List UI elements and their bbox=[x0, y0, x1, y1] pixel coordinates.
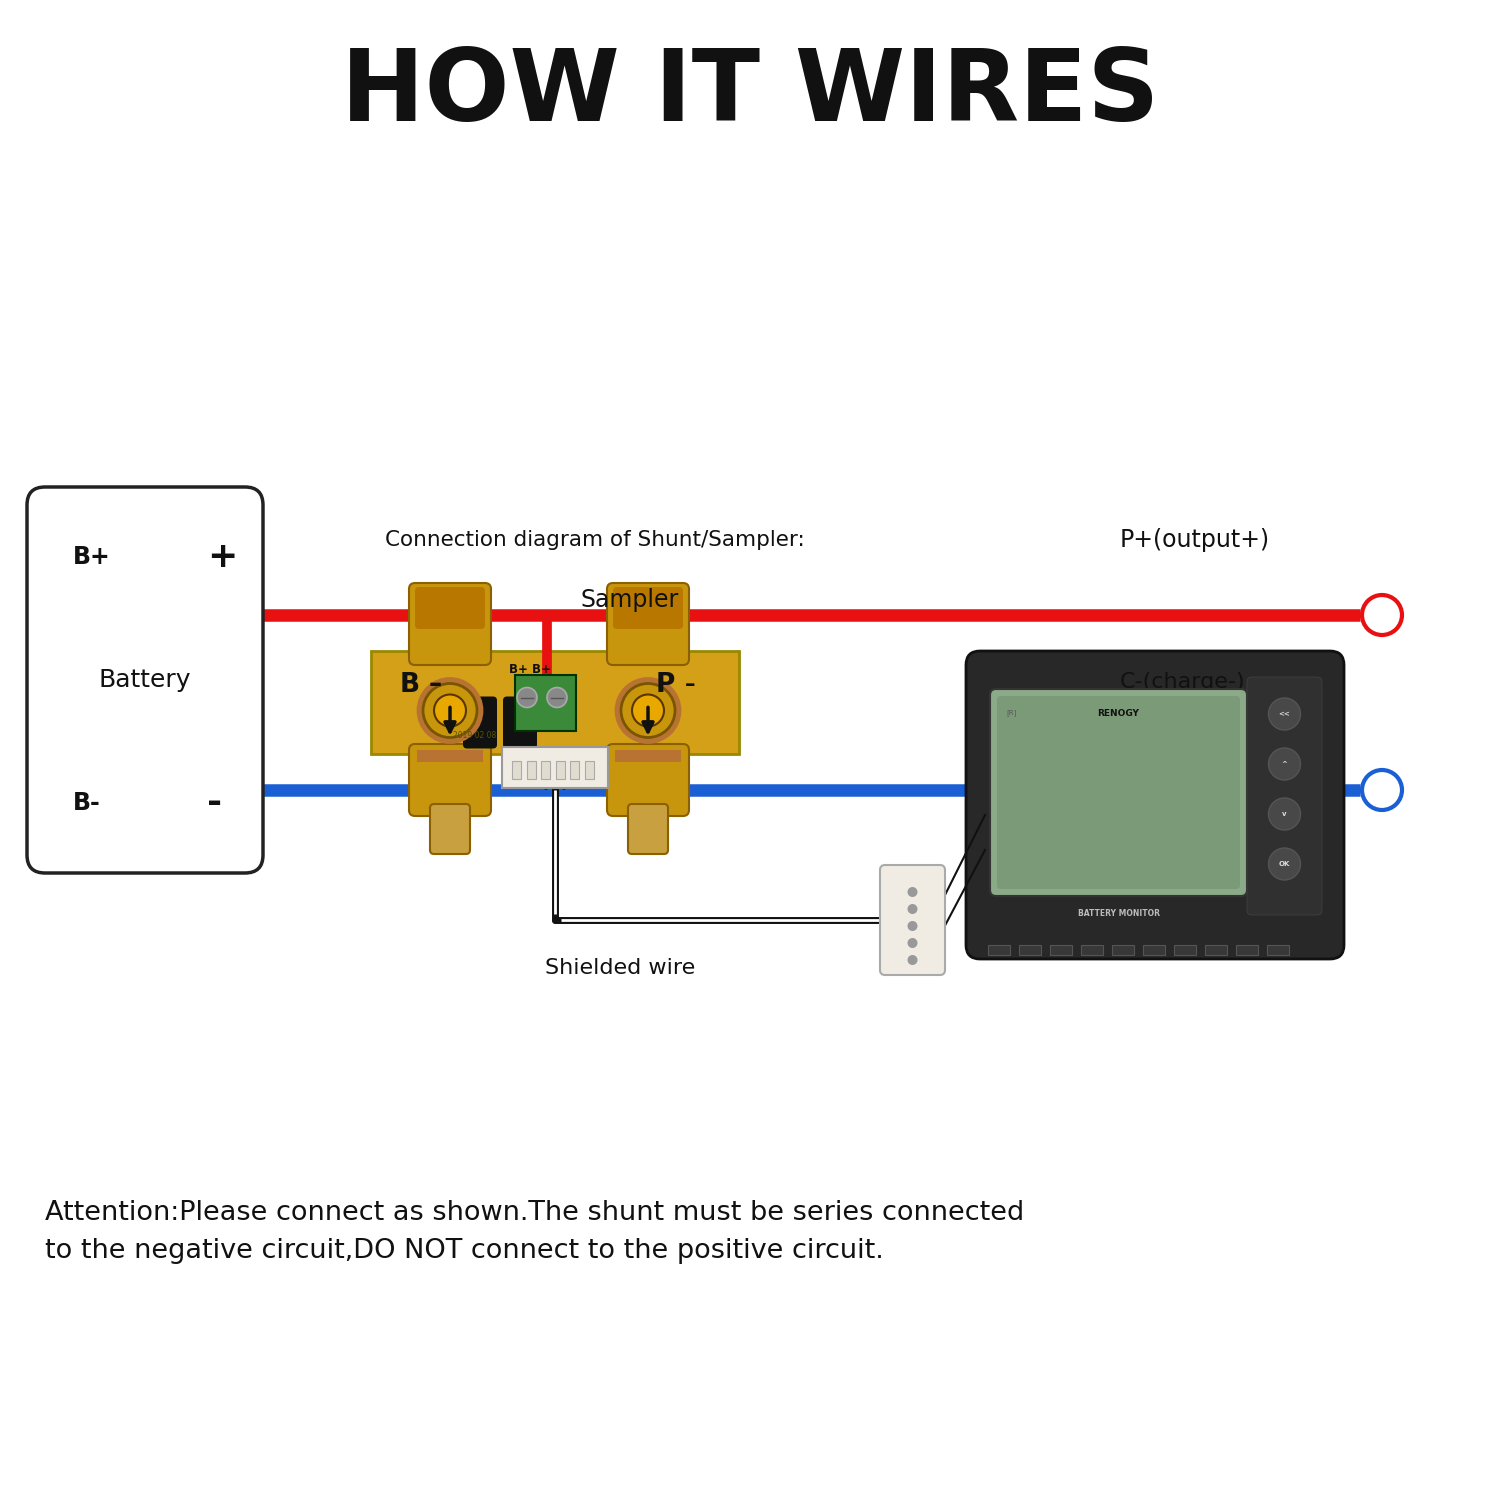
FancyBboxPatch shape bbox=[526, 760, 536, 778]
Circle shape bbox=[908, 938, 918, 948]
Text: [R]: [R] bbox=[1007, 710, 1016, 717]
Circle shape bbox=[1269, 698, 1300, 730]
FancyBboxPatch shape bbox=[1082, 945, 1102, 956]
Text: <<: << bbox=[1278, 711, 1290, 717]
FancyBboxPatch shape bbox=[1236, 945, 1258, 956]
FancyBboxPatch shape bbox=[1174, 945, 1196, 956]
Text: P+(output+): P+(output+) bbox=[1120, 528, 1270, 552]
Text: RENOGY: RENOGY bbox=[1098, 708, 1140, 717]
FancyBboxPatch shape bbox=[503, 696, 537, 748]
FancyBboxPatch shape bbox=[27, 488, 262, 873]
FancyBboxPatch shape bbox=[417, 750, 483, 762]
Text: C-(charge-): C-(charge-) bbox=[1120, 672, 1245, 692]
Circle shape bbox=[632, 694, 664, 726]
FancyBboxPatch shape bbox=[1204, 945, 1227, 956]
FancyBboxPatch shape bbox=[628, 804, 668, 853]
Circle shape bbox=[1269, 847, 1300, 880]
FancyBboxPatch shape bbox=[585, 760, 594, 778]
Text: OK: OK bbox=[1280, 861, 1290, 867]
Text: -: - bbox=[207, 786, 222, 820]
FancyBboxPatch shape bbox=[1050, 945, 1072, 956]
Text: Shielded wire: Shielded wire bbox=[544, 958, 694, 978]
Circle shape bbox=[1269, 798, 1300, 830]
Circle shape bbox=[518, 687, 537, 708]
Circle shape bbox=[616, 678, 680, 742]
Circle shape bbox=[621, 684, 675, 738]
Text: B+ B+: B+ B+ bbox=[509, 663, 550, 676]
FancyBboxPatch shape bbox=[608, 584, 688, 664]
FancyBboxPatch shape bbox=[1143, 945, 1166, 956]
Text: HOW IT WIRES: HOW IT WIRES bbox=[340, 45, 1160, 142]
Circle shape bbox=[1362, 596, 1402, 634]
FancyBboxPatch shape bbox=[1019, 945, 1041, 956]
Text: B: B bbox=[400, 672, 420, 698]
FancyBboxPatch shape bbox=[464, 696, 496, 748]
Circle shape bbox=[1269, 748, 1300, 780]
FancyBboxPatch shape bbox=[998, 696, 1240, 889]
FancyBboxPatch shape bbox=[988, 945, 1010, 956]
Text: +: + bbox=[207, 540, 237, 574]
FancyBboxPatch shape bbox=[1112, 945, 1134, 956]
Circle shape bbox=[908, 921, 918, 932]
Circle shape bbox=[908, 956, 918, 964]
FancyBboxPatch shape bbox=[1246, 676, 1322, 915]
FancyBboxPatch shape bbox=[555, 760, 564, 778]
Circle shape bbox=[419, 678, 482, 742]
Text: 2019 02 08: 2019 02 08 bbox=[453, 730, 497, 740]
Text: BATTERY MONITOR: BATTERY MONITOR bbox=[1077, 909, 1160, 918]
Text: Sampler: Sampler bbox=[580, 588, 680, 612]
FancyBboxPatch shape bbox=[614, 586, 682, 628]
Circle shape bbox=[433, 694, 466, 726]
Text: ^: ^ bbox=[1281, 760, 1287, 766]
Text: P: P bbox=[656, 672, 675, 698]
FancyBboxPatch shape bbox=[880, 865, 945, 975]
FancyBboxPatch shape bbox=[416, 586, 484, 628]
FancyBboxPatch shape bbox=[990, 688, 1246, 896]
Text: Battery: Battery bbox=[99, 668, 192, 692]
Text: P-(output- ): P-(output- ) bbox=[1120, 722, 1246, 742]
Text: v: v bbox=[1282, 812, 1287, 818]
FancyBboxPatch shape bbox=[370, 651, 740, 754]
FancyBboxPatch shape bbox=[542, 760, 550, 778]
FancyBboxPatch shape bbox=[514, 675, 576, 730]
Text: –: – bbox=[429, 672, 441, 698]
Circle shape bbox=[908, 886, 918, 897]
Circle shape bbox=[1362, 770, 1402, 810]
Text: Attention:Please connect as shown.The shunt must be series connected
to the nega: Attention:Please connect as shown.The sh… bbox=[45, 1200, 1024, 1264]
FancyBboxPatch shape bbox=[966, 651, 1344, 958]
FancyBboxPatch shape bbox=[512, 760, 520, 778]
Text: Connection diagram of Shunt/Sampler:: Connection diagram of Shunt/Sampler: bbox=[386, 530, 804, 550]
Text: –: – bbox=[684, 675, 694, 694]
FancyBboxPatch shape bbox=[410, 584, 491, 664]
Circle shape bbox=[423, 684, 477, 738]
FancyBboxPatch shape bbox=[503, 747, 608, 788]
FancyBboxPatch shape bbox=[410, 744, 491, 816]
FancyBboxPatch shape bbox=[608, 744, 688, 816]
FancyBboxPatch shape bbox=[430, 804, 470, 853]
Text: B+: B+ bbox=[74, 544, 111, 568]
FancyBboxPatch shape bbox=[615, 750, 681, 762]
Text: B-: B- bbox=[74, 790, 100, 814]
FancyBboxPatch shape bbox=[570, 760, 579, 778]
Circle shape bbox=[908, 904, 918, 914]
Circle shape bbox=[548, 687, 567, 708]
FancyBboxPatch shape bbox=[1268, 945, 1288, 956]
